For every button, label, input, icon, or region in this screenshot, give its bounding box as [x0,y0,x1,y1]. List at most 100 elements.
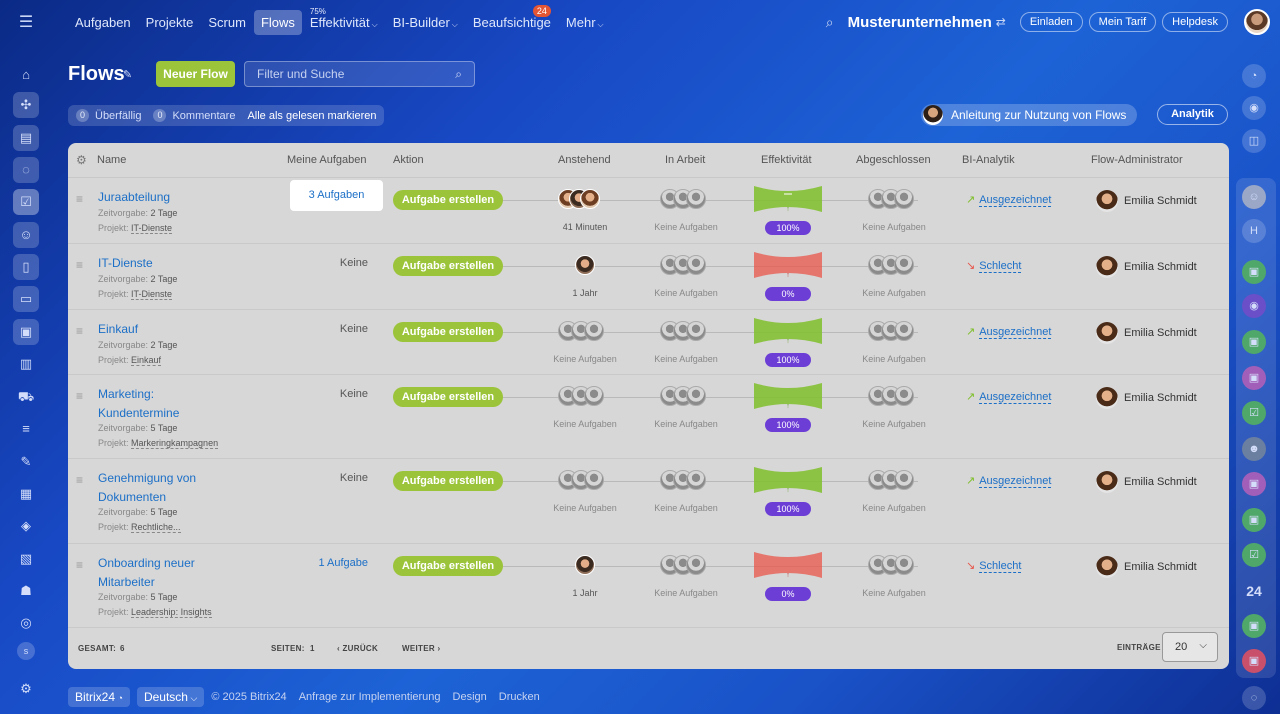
sign-icon[interactable]: ✎ [20,454,32,469]
bi-status[interactable]: ↘ Schlecht [966,259,1022,273]
table-row[interactable]: ≡ Onboarding neuer Mitarbeiter Zeitvorgab… [68,544,1229,628]
flow-name[interactable]: Einkauf [98,322,139,336]
flow-name[interactable]: Juraabteilung [98,190,171,204]
flow-admin[interactable]: Emilia Schmidt [1090,256,1197,278]
presentation-icon[interactable]: ▣ [13,319,39,345]
back-button[interactable]: ‹ ZURÜCK [337,644,378,653]
nav-tasks[interactable]: Aufgaben [68,10,138,35]
s-icon[interactable]: s [17,642,35,660]
flow-name[interactable]: IT-Dienste [98,256,153,270]
helpdesk-button[interactable]: Helpdesk [1162,12,1228,32]
table-row[interactable]: ≡ IT-Dienste Zeitvorgabe: 2 Tage Projekt… [68,244,1229,310]
bi-label[interactable]: Ausgezeichnet [979,391,1052,404]
plan-button[interactable]: Mein Tarif [1088,12,1157,32]
drag-handle-icon[interactable]: ≡ [76,192,84,206]
create-task-button[interactable]: Aufgabe erstellen [393,556,503,576]
table-row[interactable]: ≡ Genehmigung von Dokumenten Zeitvorgabe:… [68,459,1229,544]
project-link[interactable]: Einkauf [131,355,162,366]
page-size-select[interactable]: 20 ⌵ [1162,632,1218,662]
language-select[interactable]: Deutsch ⌵ [136,687,205,707]
bi-status[interactable]: ↘ Schlecht [966,559,1022,573]
mark-all-read-button[interactable]: Alle als gelesen markieren [247,109,377,122]
my-tasks-link[interactable]: 3 Aufgaben [290,180,383,211]
col-in-progress[interactable]: In Arbeit [665,154,706,166]
implementation-link[interactable]: Anfrage zur Implementierung [298,691,441,703]
cart-icon[interactable]: ⛟ [17,389,35,404]
bell-icon[interactable]: ◔ [1242,64,1266,88]
col-my-tasks[interactable]: Meine Aufgaben [287,154,367,166]
col-name[interactable]: Name [97,154,127,166]
bi-label[interactable]: Ausgezeichnet [979,475,1052,488]
contact-h-icon[interactable]: H [1242,219,1266,243]
lock-icon[interactable]: ▣ [1242,366,1266,390]
create-task-button[interactable]: Aufgabe erstellen [393,190,503,210]
feed-icon[interactable]: ▤ [13,125,39,151]
drag-handle-icon[interactable]: ≡ [76,258,84,272]
design-link[interactable]: Design [452,691,487,703]
robot-icon[interactable]: ☗ [20,583,32,598]
flow-name[interactable]: Genehmigung von Dokumenten [98,469,258,507]
bi-label[interactable]: Ausgezeichnet [979,326,1052,339]
company-name[interactable]: Musterunternehmen [847,13,992,31]
nav-efficiency[interactable]: 75% Effektivität ⌵ [303,7,385,35]
project-link[interactable]: Rechtliche... [131,522,181,533]
col-pending[interactable]: Anstehend [558,154,611,166]
flow-name[interactable]: Onboarding neuer Mitarbeiter [98,554,258,592]
flow-admin[interactable]: Emilia Schmidt [1090,190,1197,212]
flow-name[interactable]: Marketing: Kundentermine [98,385,258,423]
bi-status[interactable]: ↗ Ausgezeichnet [966,325,1052,339]
nav-projects[interactable]: Projekte [139,10,201,35]
create-task-button[interactable]: Aufgabe erstellen [393,322,503,342]
user-avatar[interactable] [1244,9,1270,35]
create-task-button[interactable]: Aufgabe erstellen [393,256,503,276]
bi-status[interactable]: ↗ Ausgezeichnet [966,390,1052,404]
project-link[interactable]: IT-Dienste [131,289,173,300]
swap-icon[interactable]: ⇄ [995,15,1006,29]
chart-icon[interactable]: ▥ [19,356,33,371]
next-button[interactable]: WEITER › [402,644,440,653]
search-icon[interactable]: ⌕ [455,67,462,81]
flow-admin[interactable]: Emilia Schmidt [1090,471,1197,493]
guide-button[interactable]: Anleitung zur Nutzung von Flows [921,104,1137,126]
new-flow-button[interactable]: Neuer Flow [156,61,235,87]
contact-avatar[interactable]: ☺ [1242,185,1266,209]
col-action[interactable]: Aktion [393,154,424,166]
col-admin[interactable]: Flow-Administrator [1091,154,1183,166]
lock-icon[interactable]: ▣ [1242,649,1266,673]
drag-handle-icon[interactable]: ≡ [76,558,84,572]
brand-badge[interactable]: Bitrix24 ◔ [68,687,130,707]
lock-icon[interactable]: ▣ [1242,330,1266,354]
col-efficiency[interactable]: Effektivität [761,154,812,166]
comments-label[interactable]: Kommentare [172,109,236,122]
calendar-icon[interactable]: ▧ [19,551,33,566]
search-field[interactable]: ⌕ [244,61,475,87]
project-link[interactable]: IT-Dienste [131,223,173,234]
flow-admin[interactable]: Emilia Schmidt [1090,556,1197,578]
lock-icon[interactable]: ▣ [1242,614,1266,638]
project-link[interactable]: Markeringkampagnen [131,438,219,449]
search-input[interactable] [245,62,445,86]
nav-scrum[interactable]: Scrum [201,10,253,35]
shield-icon[interactable]: ◈ [21,518,31,533]
bi-status[interactable]: ↗ Ausgezeichnet [966,474,1052,488]
bi-label[interactable]: Schlecht [979,560,1022,573]
tasks-icon[interactable]: ☑ [13,189,39,215]
chat-icon[interactable]: ◌ [13,157,39,183]
users-icon[interactable]: ☺ [13,222,39,248]
project-link[interactable]: Leadership: Insights [131,607,212,618]
flow-admin[interactable]: Emilia Schmidt [1090,387,1197,409]
card-icon[interactable]: ▦ [19,486,33,501]
bi-label[interactable]: Schlecht [979,260,1022,273]
table-row[interactable]: ≡ Einkauf Zeitvorgabe: 2 Tage Projekt: E… [68,310,1229,375]
target-icon[interactable]: ◎ [20,615,32,630]
nav-supervise[interactable]: 24 Beaufsichtige [466,4,558,35]
menu-icon[interactable]: ☰ [18,14,34,31]
lock-icon[interactable]: ▣ [1242,260,1266,284]
drag-handle-icon[interactable]: ≡ [76,324,84,338]
search-icon[interactable]: ⌕ [825,13,834,30]
drive-icon[interactable]: ▭ [13,286,39,312]
puzzle-icon[interactable]: ✣ [13,92,39,118]
flow-admin[interactable]: Emilia Schmidt [1090,322,1197,344]
table-row[interactable]: ≡ Marketing: Kundentermine Zeitvorgabe: 5… [68,375,1229,459]
bi-status[interactable]: ↗ Ausgezeichnet [966,193,1052,207]
